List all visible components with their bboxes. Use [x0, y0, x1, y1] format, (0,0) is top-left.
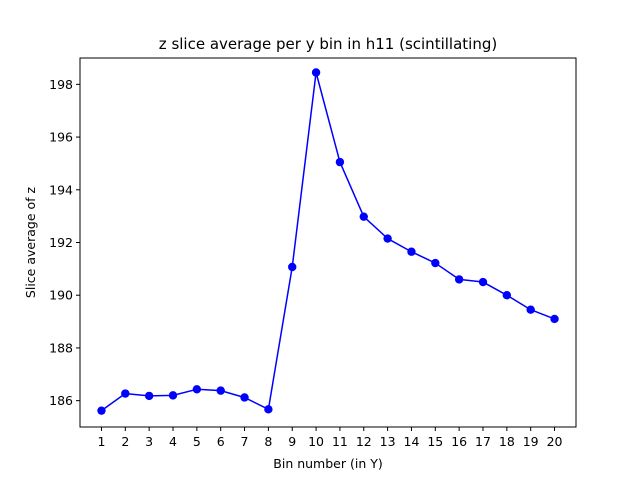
- y-tick-label: 188: [49, 340, 73, 355]
- data-point: [478, 277, 488, 287]
- chart-title: z slice average per y bin in h11 (scinti…: [159, 35, 497, 53]
- y-axis-label: Slice average of z: [23, 186, 38, 298]
- x-tick-label: 7: [241, 434, 249, 449]
- x-tick-label: 13: [380, 434, 396, 449]
- data-point: [359, 212, 368, 221]
- x-tick-label: 15: [427, 434, 443, 449]
- x-tick-label: 4: [169, 434, 177, 449]
- data-point: [121, 389, 130, 398]
- x-tick-label: 18: [499, 434, 515, 449]
- data-point: [288, 262, 297, 272]
- data-point: [383, 234, 392, 243]
- x-tick-label: 3: [145, 434, 153, 449]
- data-point: [192, 385, 202, 394]
- x-tick-label: 1: [97, 434, 105, 449]
- x-tick-label: 6: [217, 434, 225, 449]
- x-tick-label: 16: [451, 434, 467, 449]
- y-tick-label: 192: [49, 235, 73, 250]
- data-point: [168, 391, 178, 400]
- data-point: [311, 68, 321, 77]
- data-point: [550, 314, 559, 324]
- x-tick-label: 20: [547, 434, 563, 449]
- x-tick-label: 14: [404, 434, 420, 449]
- data-point: [216, 386, 225, 395]
- data-point: [526, 305, 535, 314]
- x-axis-label: Bin number (in Y): [273, 456, 382, 471]
- plot-area: 1 2 3 4 5 6 7 8 9 10 11 12 13 14 15 16 17 18 19 20186188190…: [49, 68, 563, 449]
- x-tick-label: 5: [193, 434, 201, 449]
- data-point: [335, 157, 345, 167]
- y-tick-label: 198: [49, 77, 73, 92]
- x-tick-label: 17: [475, 434, 491, 449]
- x-tick-label: 8: [264, 434, 272, 449]
- data-point: [454, 275, 464, 284]
- data-point: [502, 291, 512, 300]
- data-point: [431, 258, 440, 268]
- x-tick-label: 10: [308, 434, 324, 449]
- x-tick-label: 11: [332, 434, 348, 449]
- x-tick-label: 12: [356, 434, 372, 449]
- y-tick-label: 196: [49, 130, 73, 145]
- x-tick-label: 9: [288, 434, 296, 449]
- x-tick-label: 19: [523, 434, 539, 449]
- data-point: [240, 393, 249, 402]
- x-tick-label: 2: [121, 434, 129, 449]
- data-point: [264, 405, 273, 414]
- y-tick-label: 186: [49, 393, 73, 408]
- data-point: [144, 391, 154, 401]
- y-tick-label: 194: [49, 182, 73, 197]
- y-tick-label: 190: [49, 288, 73, 303]
- data-point: [407, 247, 416, 256]
- plot-frame: [79, 57, 577, 428]
- data-point: [97, 406, 106, 415]
